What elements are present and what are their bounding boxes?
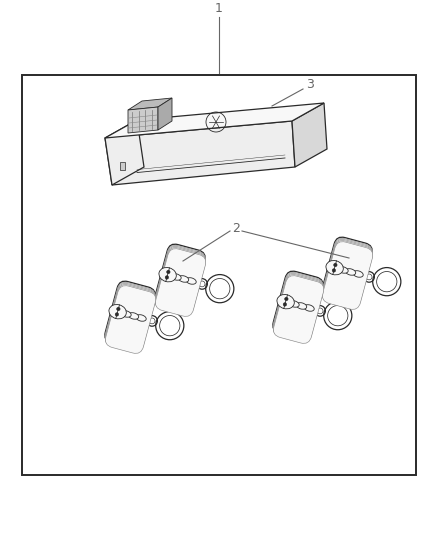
Circle shape bbox=[165, 276, 169, 279]
FancyBboxPatch shape bbox=[273, 271, 323, 339]
FancyBboxPatch shape bbox=[105, 285, 155, 352]
FancyBboxPatch shape bbox=[322, 241, 373, 310]
Polygon shape bbox=[105, 103, 324, 138]
FancyBboxPatch shape bbox=[105, 281, 155, 349]
Bar bbox=[120, 162, 125, 170]
Circle shape bbox=[115, 313, 119, 316]
Ellipse shape bbox=[277, 295, 294, 309]
FancyBboxPatch shape bbox=[105, 282, 155, 350]
FancyBboxPatch shape bbox=[106, 286, 156, 353]
Ellipse shape bbox=[289, 301, 299, 307]
Circle shape bbox=[332, 269, 336, 272]
FancyBboxPatch shape bbox=[322, 239, 372, 307]
FancyBboxPatch shape bbox=[155, 249, 206, 317]
Circle shape bbox=[117, 307, 120, 311]
Text: 3: 3 bbox=[306, 78, 314, 92]
Circle shape bbox=[283, 303, 286, 306]
Ellipse shape bbox=[338, 266, 348, 273]
Ellipse shape bbox=[304, 305, 314, 311]
FancyBboxPatch shape bbox=[322, 238, 372, 306]
Polygon shape bbox=[105, 120, 144, 185]
FancyBboxPatch shape bbox=[155, 245, 205, 313]
Ellipse shape bbox=[159, 268, 177, 282]
FancyBboxPatch shape bbox=[273, 276, 324, 343]
Circle shape bbox=[334, 263, 337, 266]
Circle shape bbox=[285, 297, 288, 301]
Polygon shape bbox=[128, 98, 172, 110]
Text: 1: 1 bbox=[215, 3, 223, 15]
Polygon shape bbox=[128, 107, 158, 133]
Ellipse shape bbox=[121, 311, 131, 317]
Polygon shape bbox=[158, 98, 172, 130]
FancyBboxPatch shape bbox=[273, 273, 324, 341]
FancyBboxPatch shape bbox=[105, 284, 155, 351]
Polygon shape bbox=[292, 103, 327, 167]
Text: 2: 2 bbox=[232, 222, 240, 235]
Ellipse shape bbox=[136, 314, 146, 321]
FancyBboxPatch shape bbox=[155, 244, 205, 312]
Ellipse shape bbox=[186, 278, 196, 284]
FancyBboxPatch shape bbox=[155, 246, 205, 314]
Ellipse shape bbox=[346, 269, 356, 275]
Ellipse shape bbox=[326, 261, 343, 275]
FancyBboxPatch shape bbox=[322, 240, 373, 308]
FancyBboxPatch shape bbox=[273, 272, 323, 340]
Ellipse shape bbox=[353, 271, 363, 277]
Bar bbox=[22, 75, 416, 475]
FancyBboxPatch shape bbox=[322, 237, 372, 305]
FancyBboxPatch shape bbox=[273, 274, 324, 342]
Ellipse shape bbox=[128, 313, 139, 319]
Ellipse shape bbox=[178, 276, 189, 282]
Ellipse shape bbox=[297, 303, 307, 309]
FancyBboxPatch shape bbox=[155, 247, 205, 316]
Polygon shape bbox=[105, 121, 295, 185]
Circle shape bbox=[166, 270, 170, 274]
Ellipse shape bbox=[109, 304, 126, 319]
Ellipse shape bbox=[171, 273, 181, 280]
